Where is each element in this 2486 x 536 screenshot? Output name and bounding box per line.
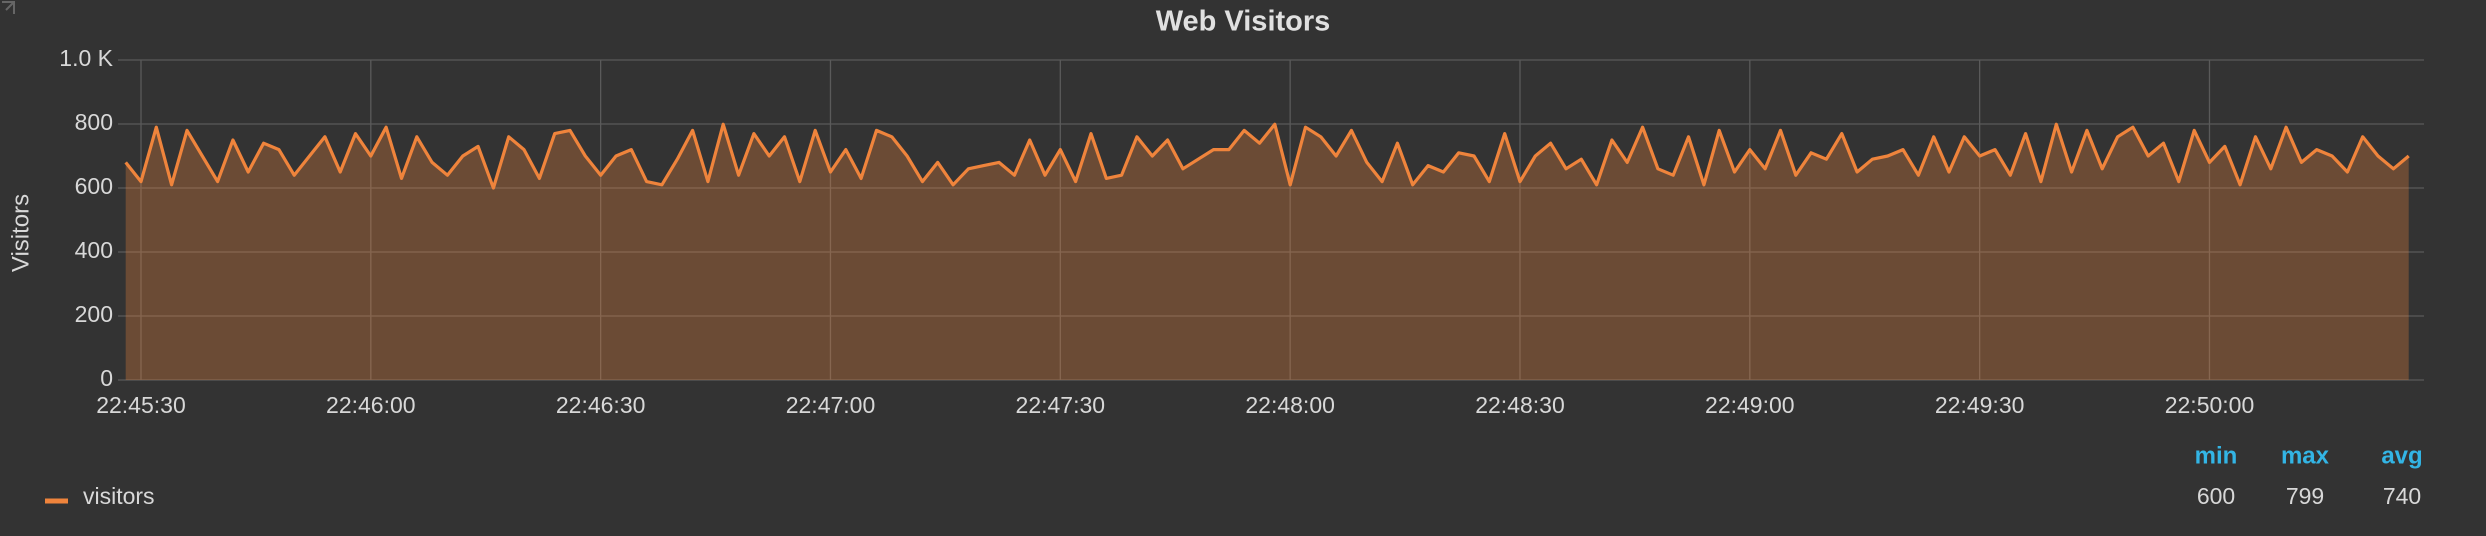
x-tick-label: 22:47:30 [1016, 392, 1106, 418]
legend-stat-header: avg [2381, 442, 2422, 469]
chart-title: Web Visitors [1156, 6, 1331, 38]
y-tick-label: 1.0 K [59, 45, 113, 71]
x-tick-label: 22:48:00 [1245, 392, 1335, 418]
y-tick-label: 800 [75, 109, 113, 135]
legend-stat-header: min [2195, 442, 2238, 469]
legend-label: visitors [83, 483, 155, 509]
y-tick-label: 400 [75, 237, 113, 263]
x-tick-label: 22:47:00 [786, 392, 876, 418]
legend-stat-value: 740 [2383, 483, 2421, 509]
x-tick-label: 22:49:30 [1935, 392, 2025, 418]
x-tick-label: 22:48:30 [1475, 392, 1565, 418]
panel-link-icon[interactable] [2, 1, 15, 14]
legend-stat-value: 600 [2197, 483, 2235, 509]
link-icon-path [2, 1, 15, 14]
legend-stat-value: 799 [2286, 483, 2324, 509]
grid [118, 59, 2424, 381]
legend-stat-header: max [2281, 442, 2330, 469]
y-axis-label: Visitors [7, 194, 34, 272]
y-tick-label: 200 [75, 301, 113, 327]
x-tick-label: 22:50:00 [2165, 392, 2255, 418]
x-tick-label: 22:49:00 [1705, 392, 1795, 418]
y-tick-label: 0 [100, 365, 113, 391]
series-line [124, 122, 2410, 190]
x-tick-label: 22:45:30 [96, 392, 186, 418]
y-tick-label: 600 [75, 173, 113, 199]
series-area [125, 124, 2409, 380]
x-tick-label: 22:46:00 [326, 392, 416, 418]
x-tick-label: 22:46:30 [556, 392, 646, 418]
